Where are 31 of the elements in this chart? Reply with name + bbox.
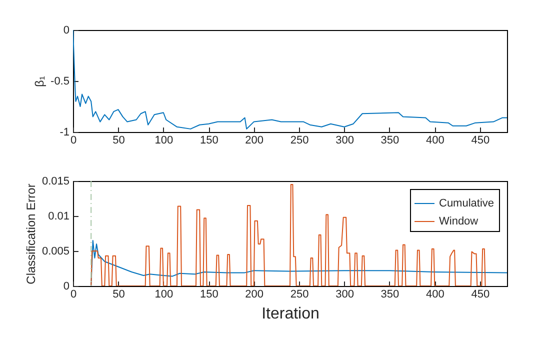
y-tick-label: 0.005 <box>42 246 70 258</box>
x-tick-label: 150 <box>200 134 218 146</box>
x-tick-label: 300 <box>336 288 354 300</box>
x-tick-label: 250 <box>290 288 309 300</box>
x-tick-label: 100 <box>154 134 174 146</box>
x-tick-label: 50 <box>112 134 125 146</box>
y-tick-label: -0.5 <box>50 76 70 88</box>
y-tick-label: 0 <box>63 24 70 36</box>
x-tick-label: 300 <box>336 134 354 146</box>
x-tick-label: 150 <box>200 288 218 300</box>
x-tick-label: 250 <box>290 134 309 146</box>
x-tick-label: 50 <box>112 288 125 300</box>
legend-label: Cumulative <box>439 198 494 210</box>
y-tick-label: 0 <box>63 280 70 292</box>
x-tick-label: 400 <box>426 288 444 300</box>
x-tick-label: 450 <box>471 134 490 146</box>
y-axis-title: β₁ <box>32 76 47 87</box>
x-tick-label: 400 <box>426 134 444 146</box>
y-tick-label: 0.01 <box>48 210 70 222</box>
y-tick-label: -1 <box>60 126 70 138</box>
y-axis-title: Classification Error <box>24 184 38 284</box>
legend-label: Window <box>439 216 478 228</box>
line-series <box>73 30 507 130</box>
x-tick-label: 350 <box>380 134 400 146</box>
x-tick-label: 200 <box>245 134 264 146</box>
y-tick-label: 0.015 <box>42 176 70 188</box>
x-tick-label: 100 <box>154 288 174 300</box>
x-tick-label: 350 <box>380 288 400 300</box>
x-axis-title: Iteration <box>262 306 320 322</box>
x-tick-label: 450 <box>471 288 490 300</box>
x-tick-label: 200 <box>245 288 264 300</box>
